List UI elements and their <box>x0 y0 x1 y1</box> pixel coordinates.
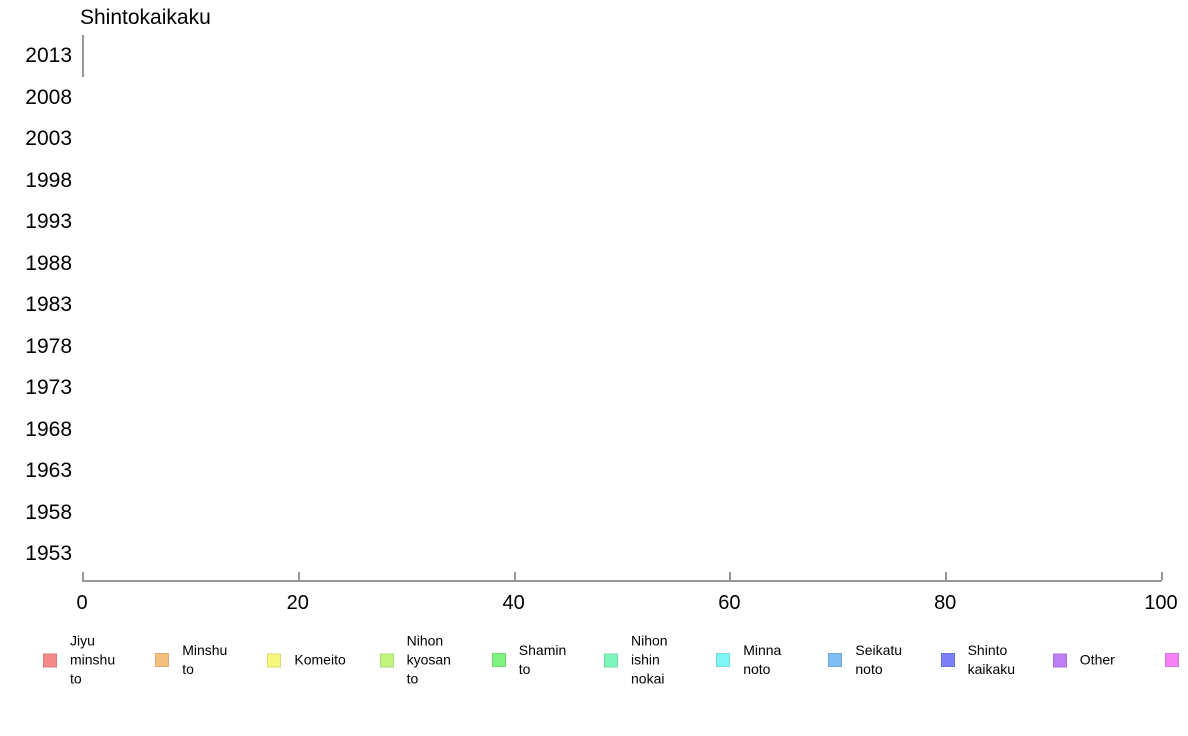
legend-label: Shamin to <box>518 642 567 677</box>
x-tick-label: 20 <box>286 592 309 614</box>
x-tick-label: 80 <box>934 592 957 614</box>
legend-item-seikatu-noto: Seikatu noto <box>828 641 902 679</box>
legend-swatch <box>604 653 618 667</box>
legend-item-minna-noto: Minna noto <box>716 641 781 679</box>
legend-swatch <box>267 653 282 667</box>
legend-swatch <box>155 653 170 667</box>
y-axis-label: 2008 <box>25 85 72 109</box>
legend-label: Komeito <box>294 651 346 668</box>
x-tick-mark <box>945 572 948 580</box>
y-axis-label: 1963 <box>25 459 72 482</box>
y-axis-label: 1978 <box>25 334 72 358</box>
legend-item-shinto-kaikaku: Shinto kaikaku <box>940 641 1016 679</box>
bar-2013 <box>82 35 84 77</box>
legend-swatch <box>379 653 394 667</box>
y-axis-label: 1993 <box>25 210 72 233</box>
legend-item-unlabeled <box>1165 653 1179 667</box>
y-axis-label: 1973 <box>25 376 72 399</box>
legend-swatch <box>828 653 843 667</box>
legend-label: Minna noto <box>743 642 782 677</box>
x-axis-line <box>82 580 1162 582</box>
legend-item-komeito: Komeito <box>267 651 346 670</box>
y-axis-label: 2013 <box>25 44 72 67</box>
x-tick-mark <box>1161 572 1163 580</box>
legend-label: Seikatu noto <box>855 642 903 677</box>
legend-swatch <box>940 653 955 667</box>
legend-swatch <box>1052 653 1067 667</box>
legend-label: Nihon ishin nokai <box>631 632 668 687</box>
y-axis-label: 1988 <box>25 251 72 275</box>
x-tick-mark <box>513 572 516 580</box>
legend-item-shamin-to: Shamin to <box>491 641 567 679</box>
legend-item-other: Other <box>1052 651 1115 670</box>
x-tick-label: 100 <box>1144 592 1178 614</box>
legend-label: Nihon kyosan to <box>406 632 451 687</box>
legend-item-nihon-ishin-nokai: Nihon ishin nokai <box>604 632 668 689</box>
y-axis-label: 1958 <box>25 500 72 524</box>
legend-item-jiyu-minshu-to: Jiyu minshu to <box>43 632 115 689</box>
legend-item-minshu-to: Minshu to <box>155 641 227 679</box>
legend-swatch <box>491 653 506 667</box>
y-axis-label: 1983 <box>25 293 72 316</box>
x-tick-label: 40 <box>502 592 525 614</box>
legend-swatch <box>1165 653 1179 667</box>
y-axis-label: 1998 <box>25 168 72 192</box>
legend-label: Other <box>1079 651 1115 668</box>
legend-item-nihon-kyosan-to: Nihon kyosan to <box>379 632 451 689</box>
x-tick-mark <box>297 572 300 580</box>
y-axis-label: 1953 <box>25 542 72 565</box>
chart-title: Shintokaikaku <box>80 6 211 29</box>
legend-swatch <box>716 653 731 667</box>
x-tick-mark <box>82 572 84 580</box>
legend-label: Jiyu minshu to <box>70 632 116 687</box>
legend-label: Minshu to <box>182 642 228 677</box>
legend-label: Shinto kaikaku <box>967 642 1016 677</box>
x-tick-label: 0 <box>76 592 88 614</box>
y-axis-label: 2003 <box>25 127 72 150</box>
y-axis-label: 1968 <box>25 417 72 441</box>
legend-swatch <box>43 653 57 667</box>
x-tick-mark <box>729 572 732 580</box>
x-tick-label: 60 <box>718 592 741 614</box>
